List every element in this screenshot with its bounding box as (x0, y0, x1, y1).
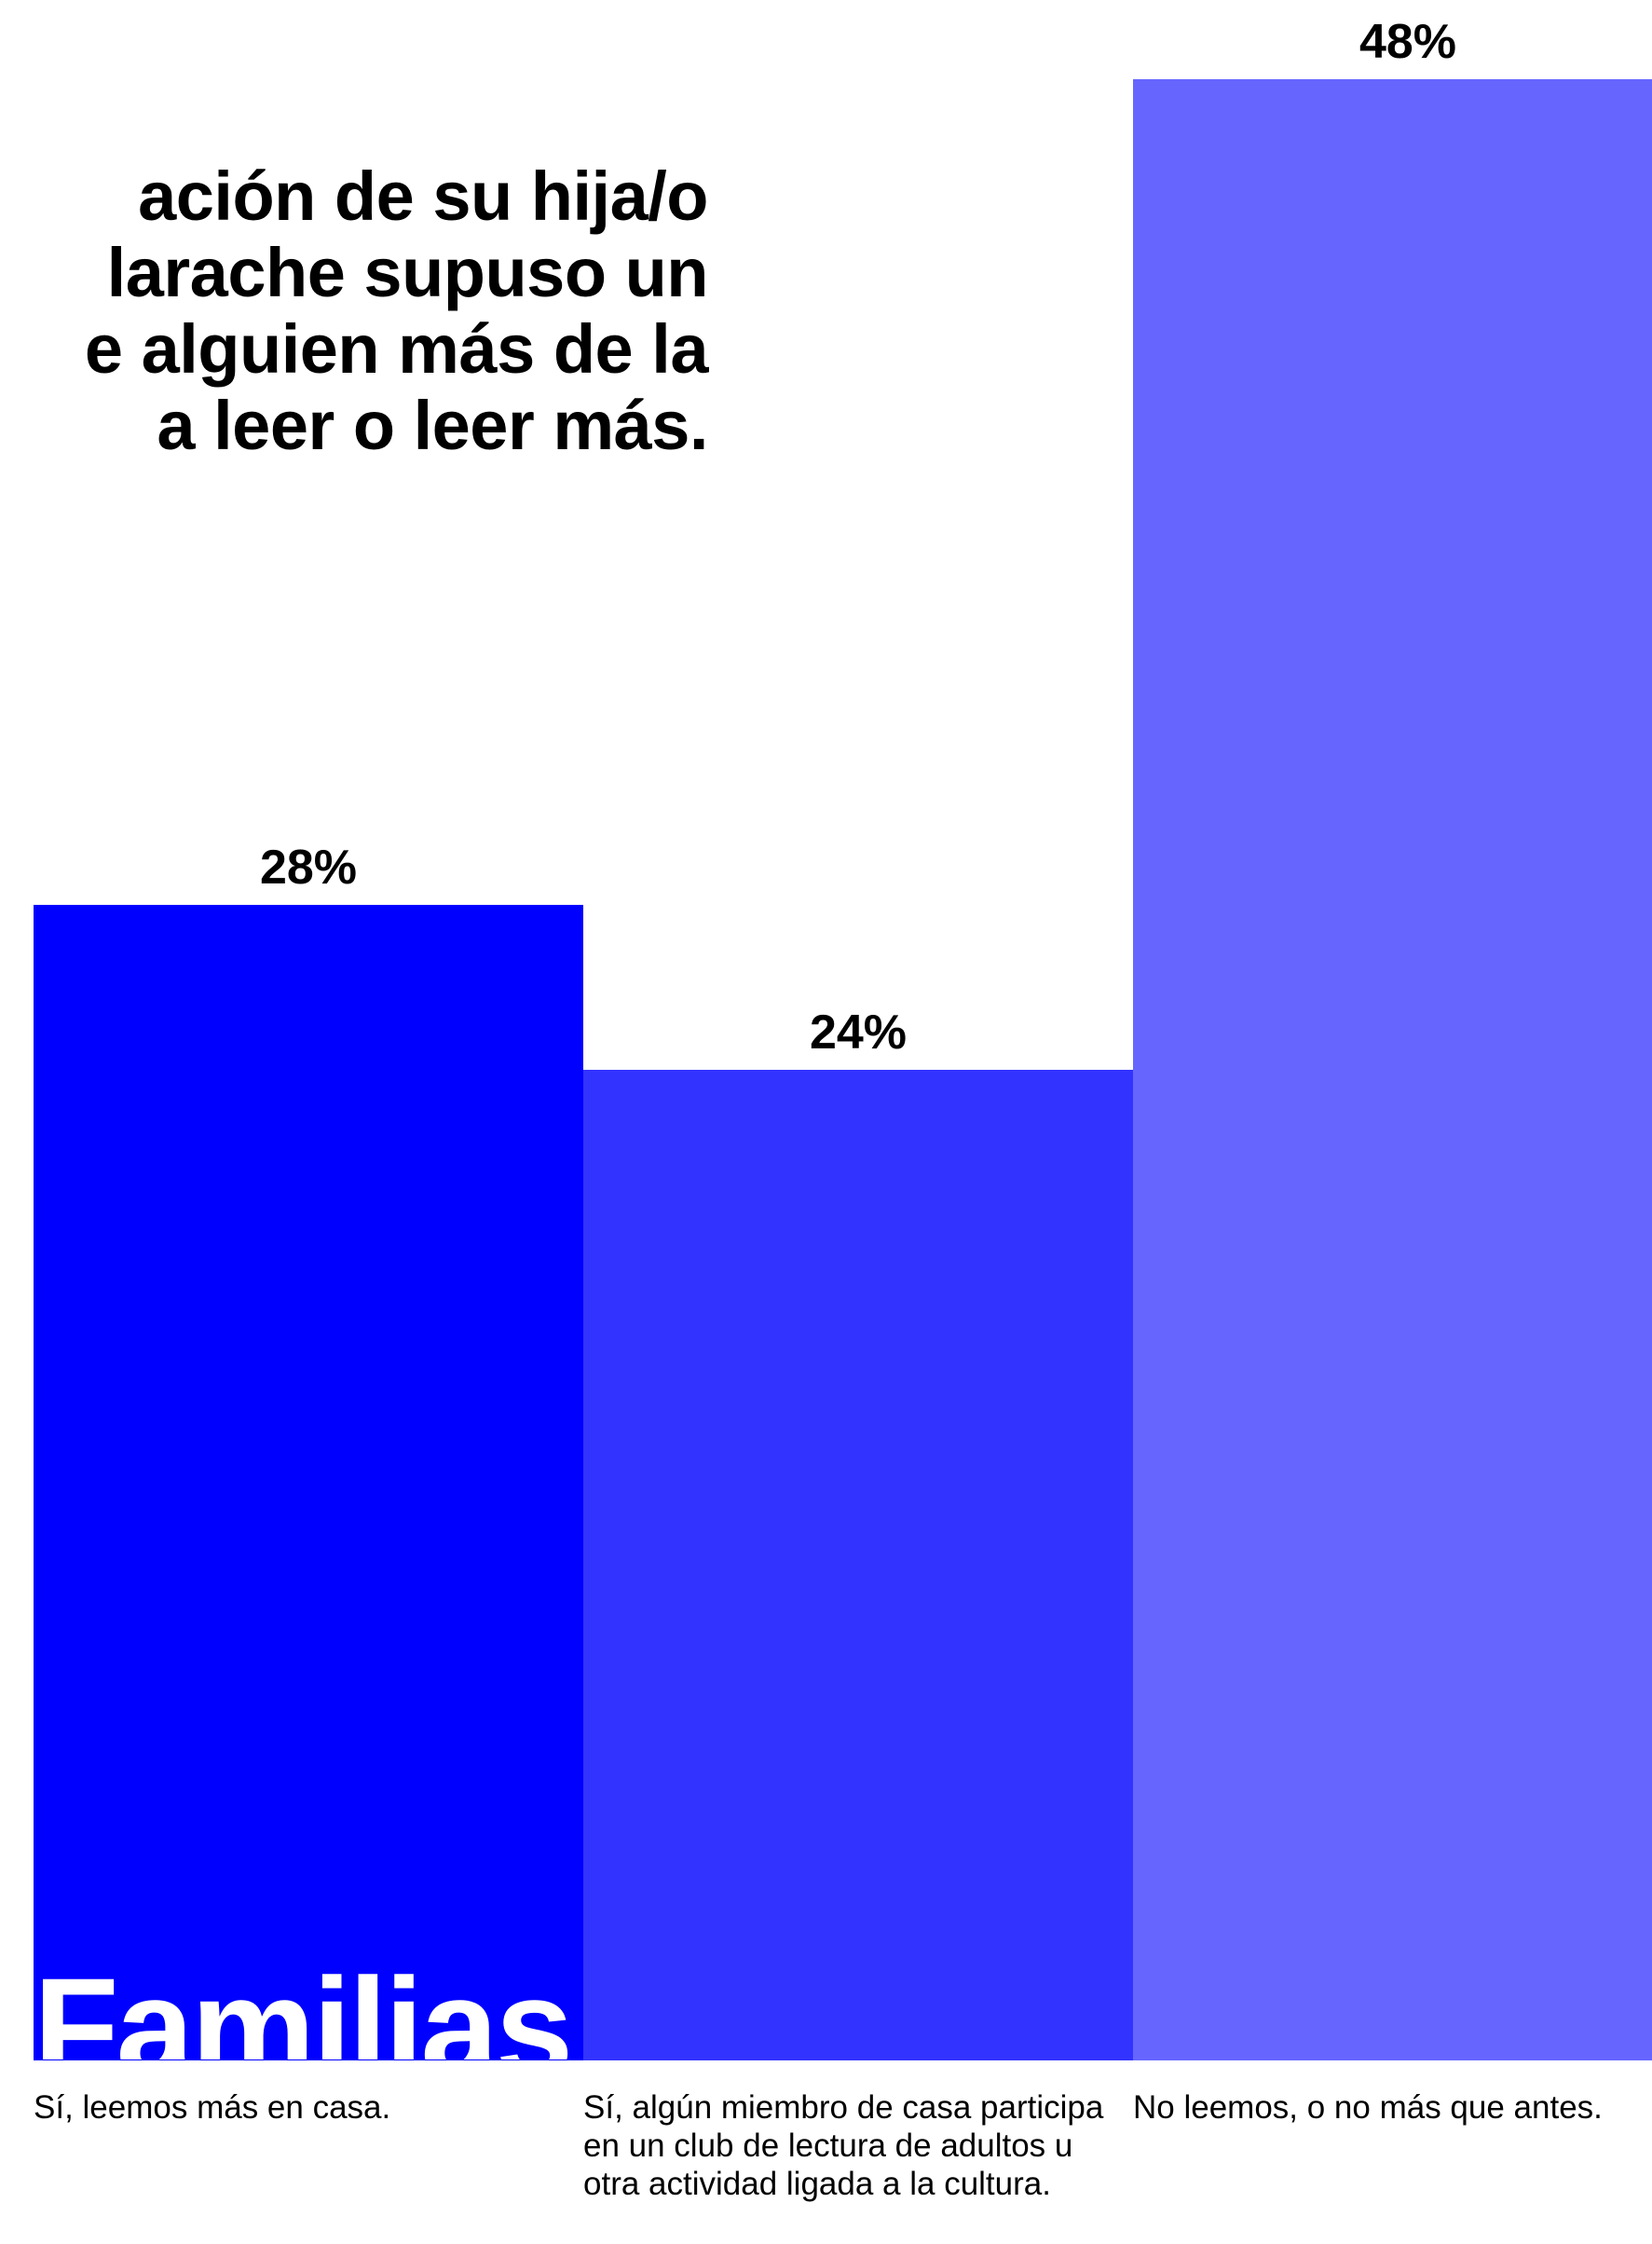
bar-value-label: 28% (259, 840, 358, 895)
bar (1133, 79, 1652, 2060)
category-label: No leemos, o no más que antes. (1133, 2089, 1603, 2126)
category-label: Sí, algún miembro de casa participa en u… (583, 2089, 1104, 2202)
chart-title: ación de su hija/o larache supuso un e a… (0, 157, 709, 464)
bar (34, 904, 583, 2060)
title-line: a leer o leer más. (157, 387, 708, 464)
title-line: e alguien más de la (84, 310, 709, 388)
category-label: Sí, leemos más en casa. (34, 2089, 391, 2126)
title-line: ación de su hija/o (138, 157, 708, 235)
bar (583, 1070, 1133, 2060)
title-line: larache supuso un (106, 234, 709, 311)
section-watermark: Familias (34, 1949, 571, 2059)
bar-value-label: 48% (1358, 15, 1457, 69)
bar-value-label: 24% (809, 1006, 908, 1060)
